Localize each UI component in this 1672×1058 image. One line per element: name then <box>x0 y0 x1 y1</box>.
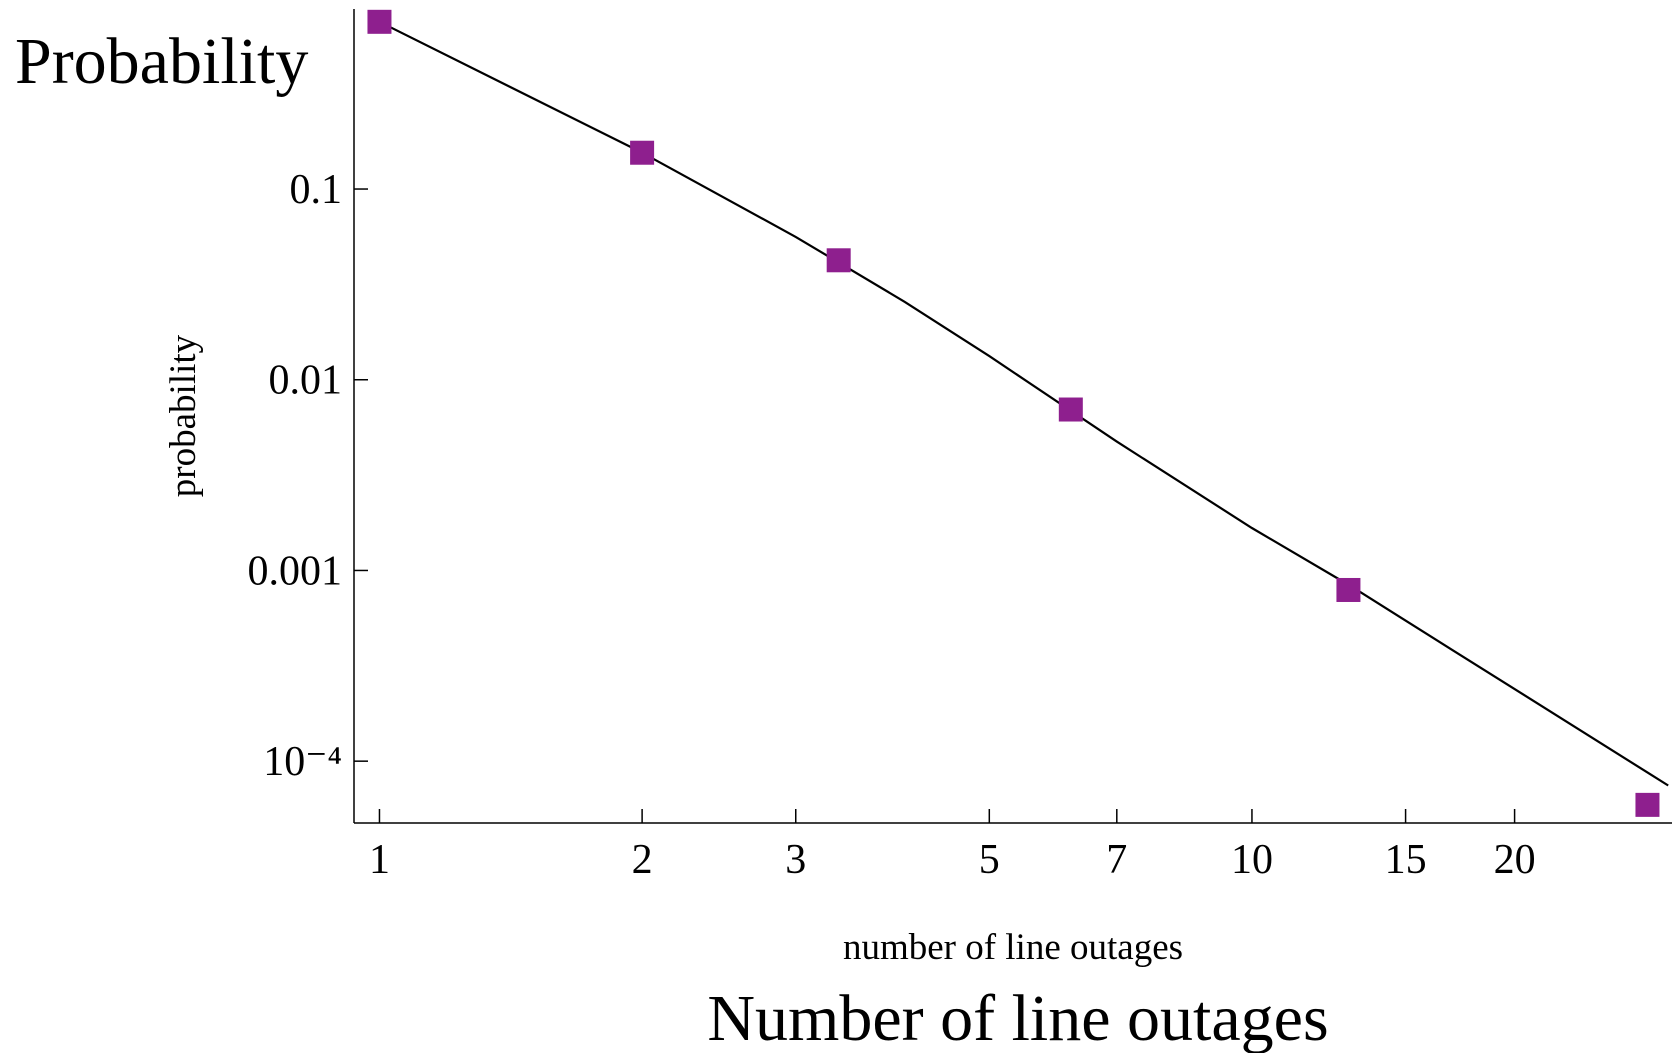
x-tick-label: 20 <box>1494 837 1536 883</box>
x-tick-label: 7 <box>1106 837 1127 883</box>
data-point <box>1635 792 1660 817</box>
data-point <box>1336 577 1361 602</box>
x-axis-label: number of line outages <box>843 927 1183 968</box>
x-label-bottom: Number of line outages <box>707 982 1328 1053</box>
data-point <box>1058 397 1083 422</box>
y-tick-label: 0.1 <box>290 167 343 213</box>
data-point <box>367 9 392 34</box>
x-tick-label: 1 <box>369 837 390 883</box>
y-tick-label: 10⁻⁴ <box>263 739 342 785</box>
y-label-top: Probability <box>15 25 308 98</box>
x-tick-label: 5 <box>979 837 1000 883</box>
y-tick-label: 0.01 <box>269 358 343 404</box>
y-axis-label: probability <box>163 334 204 497</box>
x-tick-label: 15 <box>1385 837 1427 883</box>
fit-line <box>379 20 1669 787</box>
data-point <box>826 248 851 273</box>
x-tick-label: 10 <box>1231 837 1273 883</box>
x-tick-label: 3 <box>785 837 806 883</box>
data-point <box>630 140 655 165</box>
x-tick-label: 2 <box>632 837 653 883</box>
y-tick-label: 0.001 <box>248 548 343 594</box>
